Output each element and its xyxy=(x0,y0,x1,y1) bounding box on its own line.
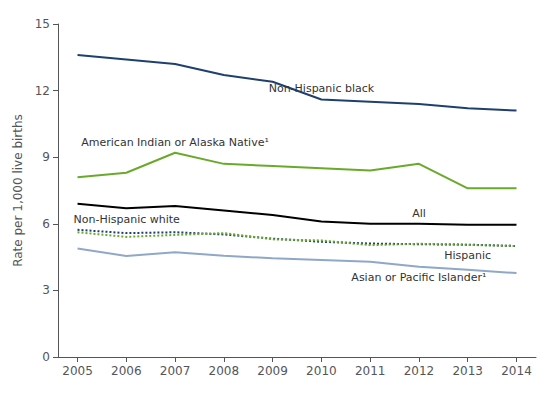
svg-text:3: 3 xyxy=(42,283,50,297)
svg-text:9: 9 xyxy=(42,150,50,164)
svg-text:6: 6 xyxy=(42,217,50,231)
svg-text:Rate per 1,000 live births: Rate per 1,000 live births xyxy=(11,114,25,267)
svg-text:2008: 2008 xyxy=(209,364,240,378)
svg-text:2014: 2014 xyxy=(501,364,532,378)
svg-text:2009: 2009 xyxy=(257,364,288,378)
svg-text:2007: 2007 xyxy=(160,364,191,378)
svg-text:2013: 2013 xyxy=(452,364,483,378)
svg-text:15: 15 xyxy=(35,17,50,31)
svg-text:0: 0 xyxy=(42,350,50,364)
svg-text:All: All xyxy=(412,207,426,220)
svg-text:2006: 2006 xyxy=(111,364,142,378)
svg-text:2010: 2010 xyxy=(306,364,337,378)
svg-text:Asian or Pacific Islander¹: Asian or Pacific Islander¹ xyxy=(351,271,486,284)
svg-text:Non-Hispanic white: Non-Hispanic white xyxy=(74,213,181,226)
svg-text:Non-Hispanic black: Non-Hispanic black xyxy=(269,82,375,95)
svg-text:Hispanic: Hispanic xyxy=(444,249,491,262)
svg-text:12: 12 xyxy=(35,84,50,98)
svg-text:2011: 2011 xyxy=(355,364,386,378)
svg-text:2005: 2005 xyxy=(62,364,93,378)
svg-text:2012: 2012 xyxy=(404,364,435,378)
svg-text:American Indian or Alaska Nati: American Indian or Alaska Native¹ xyxy=(81,136,269,149)
